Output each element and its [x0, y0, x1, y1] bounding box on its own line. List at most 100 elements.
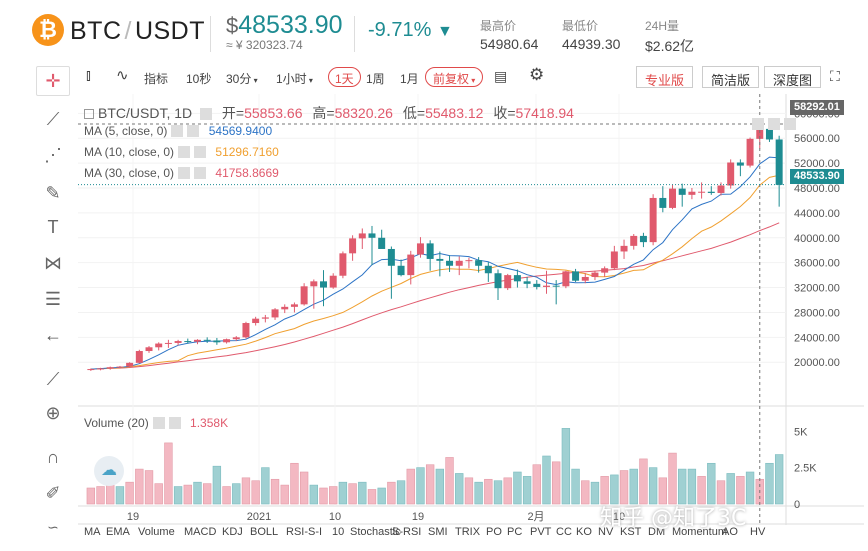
zoom-icon[interactable]: ⊕	[45, 403, 61, 423]
candle-body	[756, 128, 764, 139]
pattern-icon[interactable]: ⋈	[44, 253, 62, 273]
fullscreen-icon[interactable]: ⛶	[830, 68, 840, 84]
indicator-tab[interactable]: NV	[598, 526, 614, 538]
volume-bar	[542, 455, 551, 505]
indicator-tab[interactable]: KDJ	[222, 526, 243, 538]
indicator-tab[interactable]: Momentum	[672, 526, 728, 538]
volume-bar	[581, 480, 590, 505]
candle-body	[387, 248, 395, 266]
fib-tool-icon[interactable]: ⋰	[44, 145, 62, 165]
chart-panel[interactable]: 60000.0056000.0052000.0048000.0044000.00…	[78, 94, 864, 542]
pro-version-button[interactable]: 专业版	[636, 66, 694, 88]
crosshair-icon[interactable]: ✛	[45, 71, 61, 91]
indicator-tab[interactable]: KST	[620, 526, 642, 538]
interval-1mo[interactable]: 1月	[400, 72, 419, 86]
back-arrow-icon[interactable]: ←	[44, 325, 62, 345]
candle-body	[765, 128, 773, 140]
indicator-tab[interactable]: MACD	[184, 526, 217, 538]
line-chart-icon[interactable]: ∿	[116, 67, 129, 84]
lock-draw-icon[interactable]: ✐	[45, 483, 61, 503]
indicator-tab[interactable]: SMI	[428, 526, 448, 538]
cloud-icon[interactable]: ☁	[94, 456, 124, 486]
volume-bar	[639, 458, 648, 505]
ma10-legend: MA (10, close, 0) 51296.7160	[84, 145, 279, 159]
interval-10s[interactable]: 10秒	[186, 72, 212, 86]
volume-tick-label: 0	[794, 499, 800, 511]
indicator-tab[interactable]: BOLL	[250, 526, 279, 538]
scale-auto-icon[interactable]	[768, 118, 780, 130]
bitcoin-icon: ₿	[32, 14, 64, 46]
indicator-tab[interactable]: 10	[332, 526, 345, 538]
indicator-tab[interactable]: PO	[486, 526, 502, 538]
volume-bar	[348, 483, 357, 505]
candle-body	[533, 283, 541, 287]
indicator-tab[interactable]: MA	[84, 526, 101, 538]
candle-body	[358, 233, 366, 239]
depth-chart-button[interactable]: 深度图	[764, 66, 822, 88]
price-tick-label: 56000.00	[794, 133, 840, 145]
ma10-close-icon[interactable]	[194, 146, 207, 158]
interval-30m[interactable]: 30分 ▾	[226, 70, 258, 87]
low-label: 最低价	[562, 19, 599, 33]
ruler-icon[interactable]: ⟋	[46, 369, 60, 389]
ma5-settings-icon[interactable]	[171, 125, 184, 137]
adjust-dropdown[interactable]: 前复权 ▾	[425, 67, 484, 87]
gear-icon[interactable]: ⚙	[529, 65, 545, 84]
interval-1w[interactable]: 1周	[366, 72, 385, 86]
ma10-name: MA (10, close, 0)	[84, 145, 175, 159]
date-tick-label: 19	[127, 511, 139, 523]
indicator-tab[interactable]: DM	[648, 526, 666, 538]
indicator-tab[interactable]: PVT	[530, 526, 552, 538]
scale-log-icon[interactable]	[784, 118, 796, 130]
ma30-value: 41758.8669	[215, 166, 279, 180]
volume-bar	[387, 481, 396, 505]
interval-1d[interactable]: 1天	[328, 67, 361, 87]
indicator-tab[interactable]: EMA	[106, 526, 130, 538]
indicator-tab[interactable]: Stochastic	[350, 526, 401, 538]
indicator-tab[interactable]: AO	[722, 526, 738, 538]
indicator-tab[interactable]: Volume	[138, 526, 175, 538]
ma5-close-icon[interactable]	[187, 125, 200, 137]
candle-body	[271, 309, 279, 318]
scale-lock-icon[interactable]	[752, 118, 764, 130]
chart-scale-controls	[748, 117, 796, 131]
trading-pair[interactable]: BTC / USDT	[70, 17, 205, 46]
indicator-tab[interactable]: TRIX	[455, 526, 481, 538]
candle-body	[504, 275, 512, 289]
measure-icon[interactable]: ☰	[44, 289, 62, 309]
indicator-tab[interactable]: PC	[507, 526, 523, 538]
magnet-icon[interactable]: ∩	[46, 447, 60, 467]
candle-body	[601, 268, 609, 273]
volume-bar	[668, 452, 677, 505]
price-tick-label: 52000.00	[794, 158, 840, 170]
indicator-tab[interactable]: S-RSI	[392, 526, 422, 538]
indicator-tab[interactable]: KO	[576, 526, 592, 538]
more-tools-icon[interactable]: ∽	[47, 519, 59, 535]
interval-1h[interactable]: 1小时 ▾	[276, 70, 313, 87]
volume-bar	[203, 483, 212, 505]
volume-settings-icon[interactable]	[152, 417, 165, 429]
trendline-icon[interactable]: ⟋	[46, 109, 60, 129]
ma10-settings-icon[interactable]	[178, 146, 191, 158]
volume-bar	[600, 476, 609, 505]
text-tool-icon[interactable]: T	[47, 217, 59, 237]
candle-body	[591, 272, 599, 277]
brush-icon[interactable]: ✎	[45, 183, 61, 203]
chart-settings-icon[interactable]: ▤	[494, 68, 508, 84]
indicator-tab[interactable]: RSI-S-I	[286, 526, 323, 538]
ma5-line	[90, 156, 780, 370]
indicators-button[interactable]: 指标	[144, 72, 169, 86]
volume-close-icon[interactable]	[168, 417, 181, 429]
ma30-settings-icon[interactable]	[178, 167, 191, 179]
high-label: 最高价	[480, 19, 517, 33]
volume-bar	[173, 486, 183, 505]
ma30-close-icon[interactable]	[194, 167, 207, 179]
candlestick-chart[interactable]: 60000.0056000.0052000.0048000.0044000.00…	[78, 94, 864, 542]
legend-settings-icon[interactable]	[200, 108, 213, 120]
volume-bar	[106, 484, 115, 505]
legend-collapse-icon[interactable]	[84, 109, 94, 119]
indicator-tab[interactable]: HV	[750, 526, 766, 538]
candle-type-icon[interactable]: ⫾	[86, 67, 91, 84]
indicator-tab[interactable]: CC	[556, 526, 572, 538]
simple-version-button[interactable]: 简洁版	[702, 66, 760, 88]
